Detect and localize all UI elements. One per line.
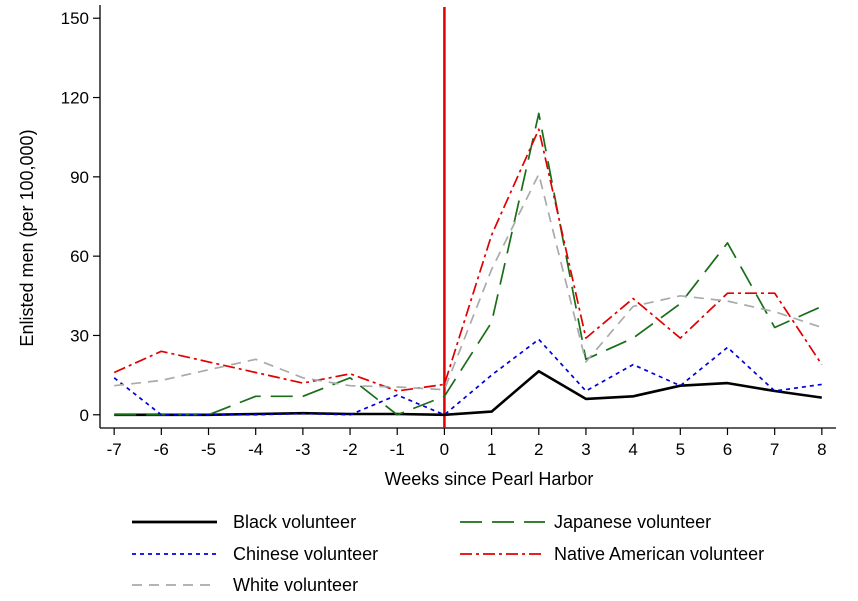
x-tick-label: -5: [201, 440, 216, 459]
x-tick-label: 8: [817, 440, 826, 459]
x-tick-label: 6: [723, 440, 732, 459]
x-axis-title: Weeks since Pearl Harbor: [385, 469, 594, 489]
y-tick-label: 60: [70, 247, 89, 266]
series-line-0: [114, 369, 822, 417]
x-tick-label: 5: [676, 440, 685, 459]
series-group: [113, 112, 823, 417]
x-tick-label: -2: [342, 440, 357, 459]
x-tick-label: 0: [440, 440, 449, 459]
y-tick-label: 90: [70, 168, 89, 187]
x-tick-label: -3: [295, 440, 310, 459]
series-line-1: [114, 112, 823, 416]
x-tick-label: 1: [487, 440, 496, 459]
legend: Black volunteer Japanese volunteer Chinese…: [132, 512, 764, 595]
x-tick-label: 2: [534, 440, 543, 459]
y-axis-title: Enlisted men (per 100,000): [17, 129, 37, 346]
legend-label-3: Native American volunteer: [554, 544, 764, 564]
x-tick-label: -6: [154, 440, 169, 459]
x-tick-label: -4: [248, 440, 263, 459]
series-line-4: [114, 173, 823, 391]
series-line-3: [113, 128, 823, 392]
x-tick-label: 4: [628, 440, 637, 459]
x-tick-label: -1: [390, 440, 405, 459]
x-tick-label: 3: [581, 440, 590, 459]
y-tick-label: 120: [61, 89, 89, 108]
y-tick-label: 150: [61, 9, 89, 28]
legend-label-0: Black volunteer: [233, 512, 356, 532]
y-tick-label: 0: [80, 406, 89, 425]
y-tick-label: 30: [70, 326, 89, 345]
axes: 0 30 60 90 120 150 -7 -6 -5 -4 -3 -2 -1 0 1 2 3 4 5 6 7 8: [61, 5, 836, 459]
legend-label-1: Japanese volunteer: [554, 512, 711, 532]
x-tick-label: -7: [107, 440, 122, 459]
series-line-2: [113, 338, 822, 416]
legend-label-4: White volunteer: [233, 575, 358, 595]
x-tick-label: 7: [770, 440, 779, 459]
legend-label-2: Chinese volunteer: [233, 544, 378, 564]
